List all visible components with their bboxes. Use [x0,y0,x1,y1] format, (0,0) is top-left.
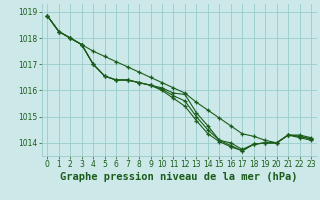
X-axis label: Graphe pression niveau de la mer (hPa): Graphe pression niveau de la mer (hPa) [60,172,298,182]
